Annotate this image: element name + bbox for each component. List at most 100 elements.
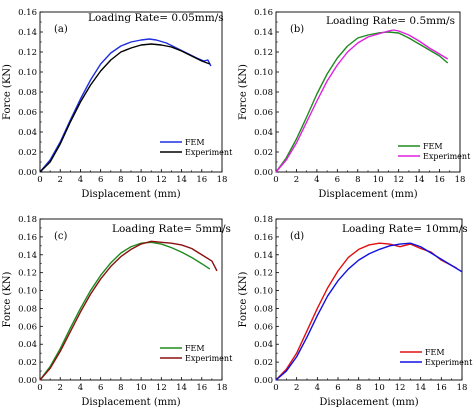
panel-c: 0 2 4 6 8 10 12 14 16 18 0.00 0.02 0.04 0.06 0.08 0.10 0… xyxy=(2,215,233,408)
y-tick-label: 0.12 xyxy=(18,269,37,279)
x-axis-title: Displacement (mm) xyxy=(81,397,180,408)
y-tick-label: 0.04 xyxy=(254,128,273,138)
x-axis-title: Displacement (mm) xyxy=(319,397,418,408)
y-tick-label: 0.12 xyxy=(18,48,37,58)
x-tick-label: 14 xyxy=(176,175,187,185)
y-tick-label: 0.04 xyxy=(18,128,37,138)
x-tick-label: 8 xyxy=(355,175,360,185)
y-tick-label: 0.08 xyxy=(18,88,37,98)
y-tick-label: 0.18 xyxy=(18,215,37,225)
series-line-experiment xyxy=(39,240,218,381)
y-tick-label: 0.00 xyxy=(18,168,37,178)
y-tick-label: 0.14 xyxy=(254,251,273,261)
legend-entry: FEM xyxy=(185,138,205,147)
y-tick-label: 0.02 xyxy=(18,148,37,158)
y-tick-label: 0.14 xyxy=(254,28,273,38)
x-tick-label: 8 xyxy=(356,383,361,393)
y-tick-label: 0.10 xyxy=(18,68,37,78)
series-line-experiment xyxy=(275,29,449,173)
y-tick-label: 0.16 xyxy=(18,8,37,18)
y-tick-label: 0.16 xyxy=(18,233,37,243)
x-tick-label: 0 xyxy=(37,383,42,393)
x-tick-label: 16 xyxy=(434,175,445,185)
series-line-fem xyxy=(39,241,211,381)
y-tick-label: 0.08 xyxy=(18,304,37,314)
legend-entry: FEM xyxy=(185,344,205,353)
panel-label: (b) xyxy=(290,24,304,35)
loading-rate-annotation: Loading Rate= 0.05mm/s xyxy=(88,12,224,24)
x-tick-label: 2 xyxy=(58,383,63,393)
x-tick-label: 0 xyxy=(273,383,278,393)
y-tick-label: 0.00 xyxy=(254,376,273,386)
y-tick-label: 0.18 xyxy=(254,215,273,225)
y-tick-label: 0.10 xyxy=(18,287,37,297)
x-tick-label: 2 xyxy=(294,383,299,393)
y-axis-title: Force (KN) xyxy=(2,271,13,327)
y-tick-label: 0.14 xyxy=(18,28,37,38)
y-tick-label: 0.02 xyxy=(254,358,273,368)
legend-entry: Experiment xyxy=(185,148,233,157)
legend-entry: FEM xyxy=(425,348,445,357)
y-tick-label: 0.02 xyxy=(254,148,273,158)
x-tick-label: 14 xyxy=(176,383,187,393)
panel-b: 0 2 4 6 8 10 12 14 16 18 0.00 0.02 0.04 0.06 0.08 0.10 0… xyxy=(238,8,471,200)
x-tick-label: 16 xyxy=(196,175,207,185)
panel-a: 0 2 4 6 8 10 12 14 16 18 0.00 0.02 0.04 0.06 0.08 0.10 0… xyxy=(2,8,233,200)
series-line-experiment xyxy=(39,43,211,173)
x-tick-label: 12 xyxy=(395,383,406,393)
y-axis-title: Force (KN) xyxy=(238,271,249,327)
panel-label: (a) xyxy=(54,24,68,35)
y-tick-label: 0.16 xyxy=(254,8,273,18)
x-tick-label: 12 xyxy=(156,383,167,393)
x-tick-label: 12 xyxy=(156,175,167,185)
x-tick-label: 10 xyxy=(374,383,385,393)
x-tick-label: 8 xyxy=(118,175,123,185)
y-tick-label: 0.04 xyxy=(18,340,37,350)
x-tick-label: 6 xyxy=(335,175,340,185)
x-tick-label: 14 xyxy=(415,383,426,393)
y-tick-label: 0.06 xyxy=(254,108,273,118)
y-tick-label: 0.04 xyxy=(254,340,273,350)
y-tick-label: 0.00 xyxy=(254,168,273,178)
x-tick-label: 8 xyxy=(118,383,123,393)
y-tick-label: 0.10 xyxy=(254,68,273,78)
x-axis-title: Displacement (mm) xyxy=(318,189,417,200)
x-tick-label: 18 xyxy=(217,175,228,185)
y-tick-label: 0.16 xyxy=(254,233,273,243)
y-tick-label: 0.14 xyxy=(18,251,37,261)
y-axis-title: Force (KN) xyxy=(238,64,249,120)
x-tick-label: 4 xyxy=(78,175,83,185)
x-tick-label: 4 xyxy=(78,383,83,393)
x-tick-label: 14 xyxy=(414,175,425,185)
series-line-fem xyxy=(275,242,458,381)
panel-label: (c) xyxy=(54,231,68,242)
y-tick-label: 0.06 xyxy=(254,322,273,332)
x-tick-label: 0 xyxy=(273,175,278,185)
y-tick-label: 0.02 xyxy=(18,358,37,368)
x-tick-label: 6 xyxy=(98,175,103,185)
y-axis-title: Force (KN) xyxy=(2,64,13,120)
loading-rate-annotation: Loading Rate= 5mm/s xyxy=(112,223,231,235)
x-tick-label: 18 xyxy=(455,175,466,185)
x-tick-label: 10 xyxy=(136,383,147,393)
x-tick-label: 6 xyxy=(98,383,103,393)
series-line-experiment xyxy=(275,242,463,381)
x-tick-label: 12 xyxy=(393,175,404,185)
y-tick-label: 0.06 xyxy=(18,322,37,332)
x-tick-label: 18 xyxy=(217,383,228,393)
legend-entry: FEM xyxy=(423,142,443,151)
y-tick-label: 0.10 xyxy=(254,287,273,297)
x-tick-label: 2 xyxy=(294,175,299,185)
loading-rate-annotation: Loading Rate= 10mm/s xyxy=(342,223,468,235)
x-tick-label: 4 xyxy=(314,175,319,185)
y-tick-label: 0.12 xyxy=(254,269,273,279)
panel-d: 0 2 4 6 8 10 12 14 16 18 0.00 0.02 0.04 0.06 0.08 0.10 0… xyxy=(238,215,473,408)
legend-entry: Experiment xyxy=(185,354,233,363)
y-tick-label: 0.08 xyxy=(254,304,273,314)
x-tick-label: 10 xyxy=(373,175,384,185)
loading-rate-annotation: Loading Rate= 0.5mm/s xyxy=(326,15,455,27)
legend-entry: Experiment xyxy=(423,152,471,161)
x-tick-label: 16 xyxy=(436,383,447,393)
y-tick-label: 0.08 xyxy=(254,88,273,98)
